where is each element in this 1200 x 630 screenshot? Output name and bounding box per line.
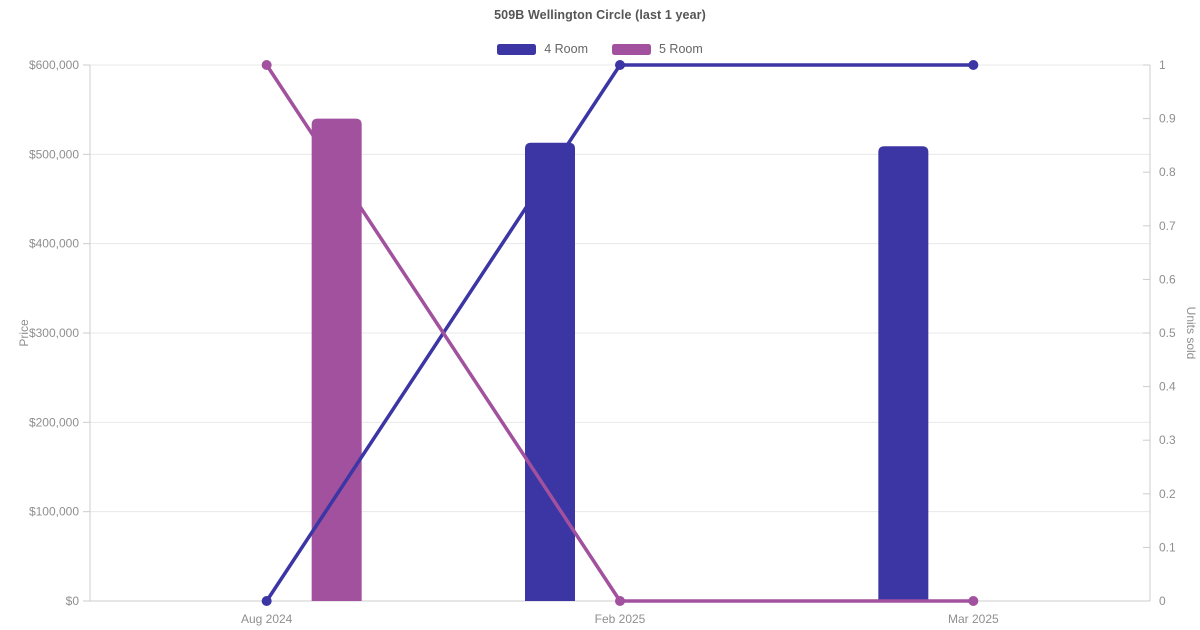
bar-4-room-feb-2025 [525,142,575,601]
legend-swatch-4-room [497,43,537,55]
right-axis-tick-label: 0.3 [1159,433,1176,447]
right-axis-tick-label: 0.7 [1159,219,1176,233]
point-4-room-feb-2025 [615,60,625,70]
legend-item-4-room[interactable]: 4 Room [497,42,588,56]
right-axis-tick-label: 0.6 [1159,272,1176,286]
right-axis-tick-label: 0.4 [1159,380,1176,394]
right-axis-tick-label: 0.8 [1159,165,1176,179]
right-axis-tick-label: 0.5 [1159,326,1176,340]
x-axis-label-feb-2025: Feb 2025 [595,612,646,626]
right-axis-tick-label: 0.2 [1159,487,1176,501]
point-4-room-mar-2025 [968,60,979,70]
point-5-room-mar-2025 [968,596,979,606]
left-axis-tick-label: $0 [66,594,80,608]
point-5-room-feb-2025 [615,596,625,606]
point-5-room-aug-2024 [261,60,272,70]
legend-swatch-5-room [612,43,651,55]
chart-legend: 4 Room 5 Room [0,42,1200,56]
legend-item-5-room[interactable]: 5 Room [612,42,703,56]
right-axis-tick-label: 0.1 [1159,540,1176,554]
right-axis-name: Units sold [1184,307,1198,360]
bar-4-room-mar-2025 [878,146,929,601]
left-axis-tick-label: $400,000 [29,237,79,251]
right-axis-tick-label: 0 [1159,594,1166,608]
x-axis-label-aug-2024: Aug 2024 [241,612,293,626]
legend-label-4-room: 4 Room [544,42,588,56]
legend-label-5-room: 5 Room [659,42,703,56]
bar-5-room-aug-2024 [311,118,362,601]
left-axis-tick-label: $200,000 [29,415,79,429]
left-axis-tick-label: $600,000 [29,58,79,72]
left-axis-name: Price [17,319,31,347]
left-axis-tick-label: $300,000 [29,326,79,340]
left-axis-tick-label: $100,000 [29,505,79,519]
right-axis-tick-label: 0.9 [1159,112,1176,126]
chart-title: 509B Wellington Circle (last 1 year) [494,8,706,22]
x-axis-label-mar-2025: Mar 2025 [948,612,999,626]
right-axis-tick-label: 1 [1159,58,1166,72]
point-4-room-aug-2024 [261,596,272,606]
left-axis-tick-label: $500,000 [29,147,79,161]
